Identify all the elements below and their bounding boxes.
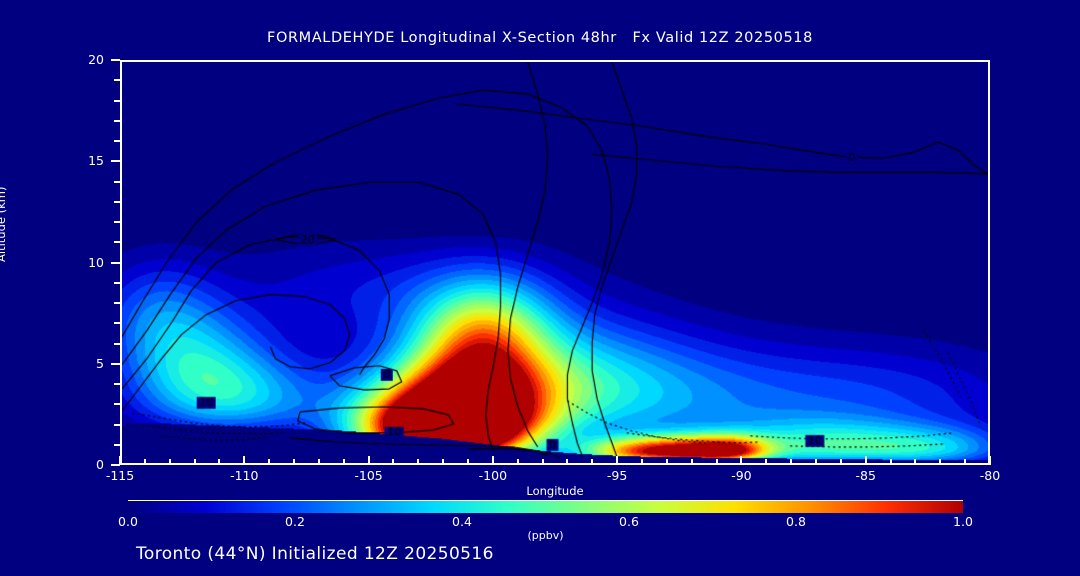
x-minor-tick	[168, 459, 171, 465]
y-minor-tick	[114, 322, 120, 325]
y-tick-label: 20	[88, 52, 104, 67]
x-minor-tick	[889, 459, 892, 465]
x-minor-tick	[143, 459, 146, 465]
x-tick-neg80	[989, 456, 991, 465]
x-tick-label: -95	[606, 468, 628, 483]
x-minor-tick	[665, 459, 668, 465]
y-tick-label: 5	[96, 355, 104, 371]
x-minor-tick	[193, 459, 196, 465]
page-title: FORMALDEHYDE Longitudinal X-Section 48hr…	[267, 30, 813, 46]
y-tick-0	[111, 464, 120, 466]
y-minor-tick	[114, 99, 120, 102]
x-minor-tick	[790, 459, 793, 465]
x-tick-label: -105	[354, 468, 383, 483]
x-minor-tick	[566, 459, 569, 465]
x-minor-tick	[467, 459, 469, 465]
colorbar-tick-label: 0.8	[786, 514, 806, 529]
x-tick-label: -115	[105, 468, 135, 483]
y-minor-tick	[114, 342, 120, 345]
y-minor-tick	[114, 140, 120, 142]
x-tick-neg115	[119, 456, 121, 465]
x-minor-tick	[690, 459, 693, 465]
y-minor-tick	[114, 180, 120, 183]
y-tick-label: 10	[88, 254, 104, 270]
station-caption: Toronto (44°N) Initialized 12Z 20250516	[136, 544, 494, 564]
x-tick-neg100	[491, 456, 494, 465]
x-tick-neg110	[243, 456, 246, 465]
y-tick-5	[111, 362, 120, 365]
colorbar-tick-label: 0.2	[285, 514, 305, 529]
x-minor-tick	[914, 459, 917, 465]
y-minor-tick	[114, 443, 120, 446]
y-tick-label: 15	[88, 153, 104, 169]
y-tick-15	[111, 160, 120, 163]
y-minor-tick	[114, 119, 120, 122]
y-tick-10	[111, 261, 120, 264]
formaldehyde-field	[122, 62, 988, 463]
y-axis-title: Altitude (km)	[0, 186, 8, 262]
y-minor-tick	[114, 281, 120, 284]
x-minor-tick	[218, 459, 221, 465]
x-minor-tick	[641, 459, 643, 465]
colorbar-tick-label: 0.0	[118, 514, 138, 529]
x-tick-neg85	[864, 456, 867, 465]
x-tick-label: -100	[478, 468, 508, 483]
x-minor-tick	[591, 459, 594, 465]
y-minor-tick	[114, 423, 120, 426]
x-tick-label: -90	[731, 468, 752, 483]
x-minor-tick	[293, 459, 295, 465]
x-minor-tick	[939, 459, 942, 465]
x-minor-tick	[442, 459, 445, 465]
colorbar	[128, 500, 963, 513]
cross-section-plot	[120, 60, 990, 465]
x-minor-tick	[765, 459, 768, 465]
x-minor-tick	[392, 459, 395, 465]
x-minor-tick	[964, 459, 967, 465]
x-minor-tick	[715, 459, 718, 465]
x-tick-neg90	[740, 456, 743, 465]
x-tick-label: -110	[230, 468, 259, 483]
x-tick-neg105	[367, 456, 370, 465]
y-minor-tick	[114, 302, 120, 304]
y-tick-20	[111, 59, 120, 61]
x-tick-neg95	[616, 456, 619, 465]
y-minor-tick	[114, 221, 120, 223]
colorbar-tick-label: 1.0	[953, 514, 973, 529]
colorbar-tick-label: 0.4	[452, 514, 472, 529]
x-minor-tick	[541, 459, 544, 465]
x-minor-tick	[839, 459, 842, 465]
colorbar-units: (ppbv)	[527, 529, 564, 542]
y-minor-tick	[114, 79, 120, 82]
x-minor-tick	[317, 459, 320, 465]
x-minor-tick	[417, 459, 420, 465]
x-tick-label: -80	[979, 468, 1001, 483]
y-minor-tick	[114, 403, 120, 406]
colorbar-tick-label: 0.6	[619, 514, 639, 529]
y-minor-tick	[114, 241, 120, 244]
y-minor-tick	[114, 383, 120, 385]
y-tick-label: 0	[96, 457, 104, 472]
x-tick-label: -85	[855, 468, 876, 483]
y-minor-tick	[114, 200, 120, 203]
x-minor-tick	[516, 459, 519, 465]
x-axis-title: Longitude	[526, 484, 584, 498]
x-minor-tick	[815, 459, 817, 465]
x-minor-tick	[268, 459, 271, 465]
colorbar-gradient	[128, 500, 963, 513]
x-minor-tick	[342, 459, 345, 465]
